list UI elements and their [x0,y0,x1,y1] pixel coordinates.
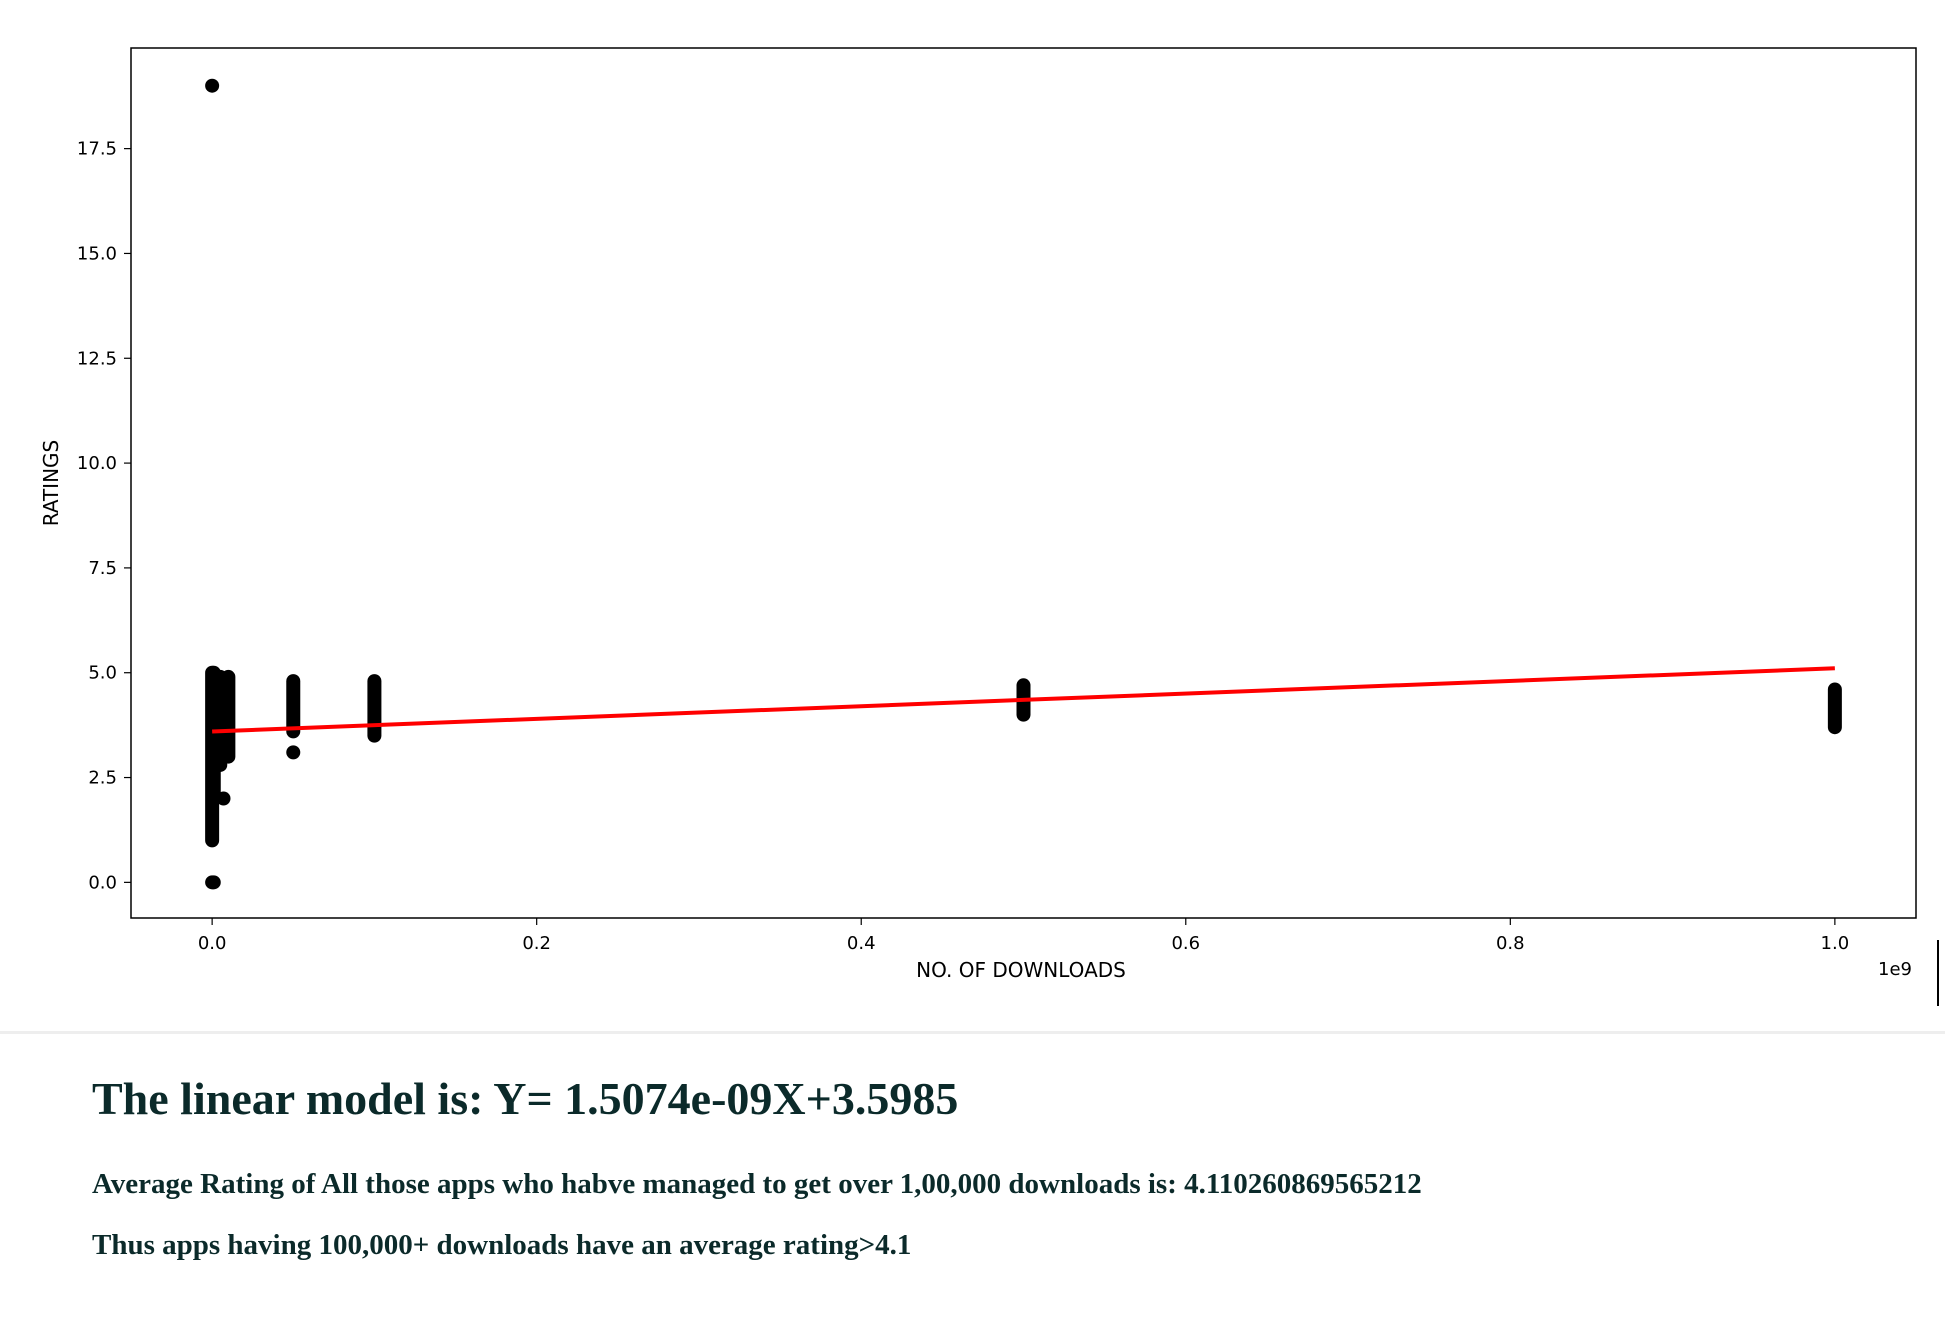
y-tick-label-4: 10.0 [77,453,117,474]
x-tick-label-3: 0.6 [1171,933,1200,954]
y-axis-ticks: 0.0 2.5 5.0 7.5 10.0 12.5 15.0 17.5 [77,139,131,893]
scatter-cluster-4 [286,674,301,739]
scatter-plot: 0.0 0.2 0.4 0.6 0.8 1.0 0.0 2.5 5.0 7.5 10.0 12.5 1… [39,47,1917,982]
scatter-point-2 [206,875,221,890]
x-axis-offset-label: 1e9 [1878,959,1912,980]
scatter-point-4 [286,745,301,760]
cell-divider [0,1031,1945,1034]
regression-line [212,666,1835,734]
linear-model-text: The linear model is: Y= 1.5074e-09X+3.59… [92,1073,959,1124]
y-tick-label-3: 7.5 [88,558,117,579]
scatter-plot-area: 0.0 0.2 0.4 0.6 0.8 1.0 0.0 2.5 5.0 7.5 10.0 12.5 1… [39,47,1917,982]
x-tick-label-5: 1.0 [1821,933,1850,954]
x-tick-label-1: 0.2 [522,933,551,954]
x-axis-label: NO. OF DOWNLOADS [916,958,1126,982]
average-rating-text: Average Rating of All those apps who hab… [92,1168,1422,1200]
data-marks [205,78,1842,890]
x-tick-label-4: 0.8 [1496,933,1525,954]
x-axis-ticks: 0.0 0.2 0.4 0.6 0.8 1.0 [198,918,1849,954]
scatter-cluster-3 [221,669,236,764]
x-tick-label-0: 0.0 [198,933,227,954]
scatter-point-3 [216,791,231,806]
y-tick-label-1: 2.5 [88,768,117,789]
scatter-point-0 [205,78,220,93]
text-cursor-bar [1937,940,1939,1006]
plot-frame [130,47,1917,919]
y-tick-label-0: 0.0 [88,872,117,893]
y-axis-label: RATINGS [39,440,63,526]
x-tick-label-2: 0.4 [847,933,876,954]
y-tick-label-5: 12.5 [77,348,117,369]
scatter-cluster-7 [1827,682,1842,735]
y-tick-label-7: 17.5 [77,139,117,160]
conclusion-text: Thus apps having 100,000+ downloads have… [92,1229,912,1261]
scatter-cluster-5 [367,674,382,743]
y-tick-label-6: 15.0 [77,243,117,264]
y-tick-label-2: 5.0 [88,663,117,684]
